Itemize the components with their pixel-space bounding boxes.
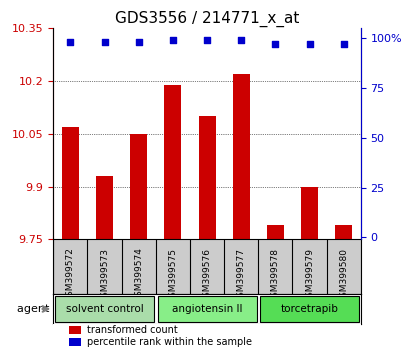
Text: agent: agent [17, 304, 53, 314]
Bar [69, 338, 81, 346]
Text: GSM399577: GSM399577 [236, 247, 245, 303]
Text: GSM399573: GSM399573 [100, 247, 109, 303]
FancyBboxPatch shape [55, 296, 154, 322]
Bar [266, 225, 283, 239]
Bar [164, 85, 181, 239]
Text: torcetrapib: torcetrapib [280, 304, 338, 314]
Bar [62, 127, 79, 239]
Text: GSM399579: GSM399579 [304, 247, 313, 303]
Text: GSM399575: GSM399575 [168, 247, 177, 303]
Text: GSM399574: GSM399574 [134, 247, 143, 302]
Point [272, 41, 278, 47]
Text: transformed count: transformed count [87, 325, 178, 335]
Text: angiotensin II: angiotensin II [171, 304, 242, 314]
FancyBboxPatch shape [157, 296, 256, 322]
Title: GDS3556 / 214771_x_at: GDS3556 / 214771_x_at [115, 11, 299, 27]
Text: solvent control: solvent control [65, 304, 143, 314]
Point [237, 38, 244, 43]
Point [306, 41, 312, 47]
Bar [334, 225, 351, 239]
Point [135, 39, 142, 45]
Point [67, 39, 74, 45]
Point [101, 39, 108, 45]
Bar [232, 74, 249, 239]
Point [169, 38, 176, 43]
Bar [130, 134, 147, 239]
FancyBboxPatch shape [259, 296, 358, 322]
Text: GSM399576: GSM399576 [202, 247, 211, 303]
Text: GSM399572: GSM399572 [66, 247, 75, 302]
Text: percentile rank within the sample: percentile rank within the sample [87, 337, 252, 347]
Point [339, 41, 346, 47]
Text: GSM399580: GSM399580 [338, 247, 347, 303]
Bar [69, 326, 81, 334]
Text: GSM399578: GSM399578 [270, 247, 279, 303]
Bar [300, 187, 317, 239]
Bar [96, 176, 113, 239]
Bar [198, 116, 215, 239]
Point [203, 38, 210, 43]
